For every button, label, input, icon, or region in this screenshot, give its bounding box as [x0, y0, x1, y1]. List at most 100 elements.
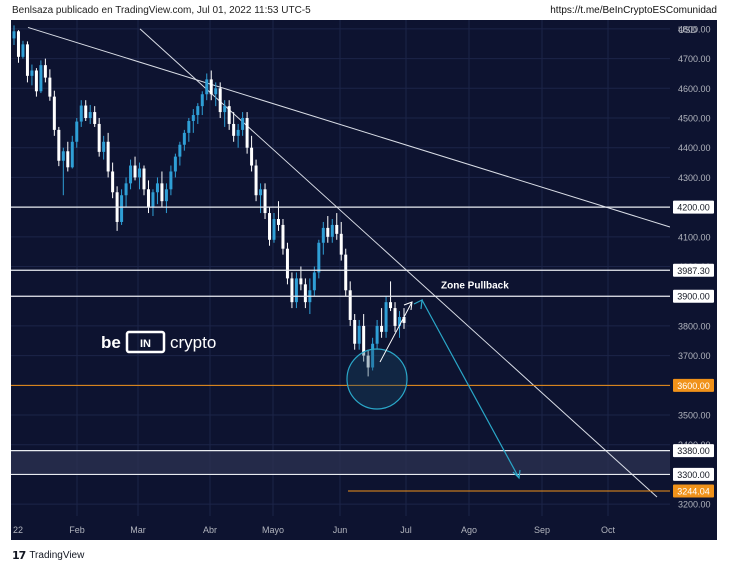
candle-body [223, 106, 227, 113]
candle-body [393, 308, 397, 326]
publisher-info: Benlsaza publicado en TradingView.com, J… [12, 5, 311, 16]
candle-body [241, 118, 245, 130]
level-label: 3987.30 [677, 266, 710, 276]
candle-body [93, 112, 97, 124]
candle-body [268, 213, 272, 240]
candle-body [205, 79, 209, 95]
level-label-bg [673, 484, 714, 498]
candle-body [142, 168, 146, 190]
candle-body [12, 31, 16, 39]
level-label: 3380.00 [677, 446, 710, 456]
candle-body [146, 189, 150, 208]
candle-body [281, 224, 285, 249]
candle-body [321, 227, 325, 243]
candle-body [263, 189, 267, 214]
time-tick-label: Mayo [262, 525, 284, 535]
price-tick-label: 4600.00 [678, 84, 711, 94]
candle-body [106, 141, 110, 172]
candle-body [290, 278, 294, 303]
candle-body [330, 224, 334, 237]
level-label: 3244.04 [677, 487, 710, 497]
arrow-down-head [512, 469, 521, 480]
price-tick-label: 3800.00 [678, 321, 711, 331]
candle-body [250, 147, 254, 166]
brand-crypto-text: crypto [170, 333, 216, 352]
candle-body [70, 141, 74, 168]
candle-body [164, 189, 168, 202]
time-tick-label: Abr [203, 525, 217, 535]
level-label: 3600.00 [677, 381, 710, 391]
candle-body [75, 121, 79, 142]
time-tick-label: Ago [461, 525, 477, 535]
candle-body [299, 278, 303, 285]
candle-body [182, 132, 186, 145]
candle-body [120, 195, 124, 222]
price-tick-label: 3200.00 [678, 500, 711, 510]
price-tick-label: 4800.00 [678, 24, 711, 34]
candle-body [34, 70, 38, 92]
candle-body [254, 165, 258, 196]
beincrypto-watermark: be IN crypto [101, 330, 216, 354]
time-tick-label: Sep [534, 525, 550, 535]
candle-body [16, 31, 20, 57]
candle-body [88, 112, 92, 119]
price-tick-label: 4700.00 [678, 54, 711, 64]
candle-body [344, 254, 348, 291]
candle-body [326, 227, 330, 237]
time-tick-label: Feb [69, 525, 85, 535]
candle-body [160, 183, 164, 202]
tradingview-logo-icon: 17 [12, 548, 26, 562]
time-axis[interactable]: 22 Feb Mar Abr Mayo Jun Jul Ago Sep Oct [13, 525, 615, 535]
level-label-bg [673, 444, 714, 458]
candle-body [389, 302, 393, 309]
candle-body [133, 165, 137, 178]
level-label: 3900.00 [677, 292, 710, 302]
level-bands [11, 450, 670, 475]
candle-body [339, 233, 343, 255]
candle-body [84, 105, 88, 119]
candle-body [48, 77, 52, 97]
price-tick-label: 4400.00 [678, 143, 711, 153]
candle-body [317, 242, 321, 273]
candle-body [57, 129, 61, 161]
candle-body [97, 123, 101, 152]
level-label-bg [673, 378, 714, 392]
candle-body [312, 272, 316, 291]
level-label: 3300.00 [677, 470, 710, 480]
level-label: 4200.00 [677, 203, 710, 213]
candle-body [380, 325, 384, 332]
time-axis-background [11, 516, 717, 540]
time-tick-label: Oct [601, 525, 616, 535]
candle-body [245, 118, 249, 148]
candle-body [303, 284, 307, 303]
support-band [11, 450, 670, 475]
level-label-bg [673, 200, 714, 214]
drawings[interactable] [346, 298, 521, 480]
candle-body [348, 290, 352, 320]
candle-body [196, 106, 200, 116]
horizontal-levels[interactable] [11, 206, 670, 492]
candle-body [173, 156, 177, 172]
candle-body [276, 218, 280, 225]
footer: 17 TradingView [12, 547, 84, 563]
candle-body [335, 224, 339, 234]
candle-body [52, 96, 56, 130]
time-tick-label: Jun [333, 525, 348, 535]
level-label-bg [673, 289, 714, 303]
candle-body [371, 343, 375, 368]
candle-body [155, 183, 159, 193]
time-tick-label: 22 [13, 525, 23, 535]
level-label-bg [673, 467, 714, 481]
header: Benlsaza publicado en TradingView.com, J… [0, 0, 729, 20]
candle-body [259, 189, 263, 196]
candle-body [124, 183, 128, 196]
candle-body [227, 106, 231, 124]
candle-body [191, 115, 195, 121]
candle-body [43, 65, 47, 78]
candle-body [272, 218, 276, 240]
arrow-down-line [421, 299, 520, 479]
candle-body [353, 319, 357, 344]
community-link[interactable]: https://t.me/BeInCryptoESComunidad [550, 5, 717, 16]
annotation-zone-pullback: Zone Pullback [441, 280, 509, 291]
